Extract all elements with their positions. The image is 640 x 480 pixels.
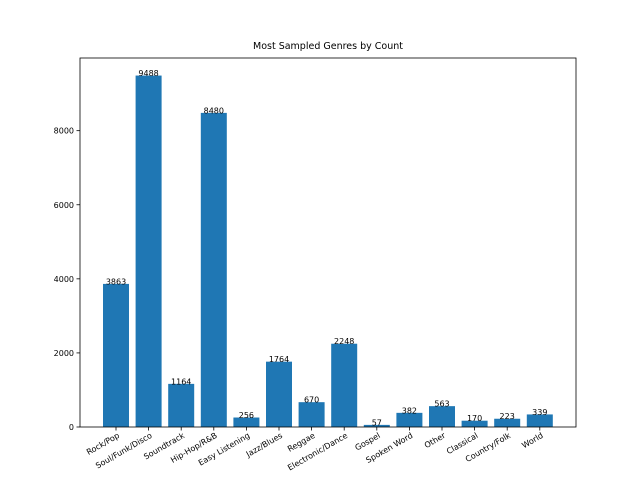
bar-classical [461, 420, 488, 427]
bars-layer: 3863 9488 1164 8480 256 1764 670 2248 57 382 563 17… [103, 69, 553, 427]
y-tick-label: 6000 [54, 201, 74, 210]
data-label-gospel: 57 [372, 418, 382, 427]
chart-title: Most Sampled Genres by Count [253, 41, 403, 52]
bar-country-folk [494, 418, 521, 427]
x-tick-label-soul-funk-disco: Soul/Funk/Disco [94, 431, 154, 471]
data-label-hip-hop-r-b: 8480 [204, 106, 224, 115]
bar-jazz-blues [266, 361, 292, 427]
bar-soundtrack [168, 383, 195, 427]
data-label-soul-funk-disco: 9488 [138, 69, 158, 78]
bar-soul-funk-disco [135, 75, 162, 427]
data-label-world: 339 [532, 408, 547, 417]
data-label-other: 563 [434, 400, 449, 409]
data-label-soundtrack: 1164 [171, 377, 191, 386]
bar-easy-listening [233, 417, 260, 427]
bar-hip-hop-r-b [200, 112, 227, 427]
data-label-country-folk: 223 [500, 412, 515, 421]
data-label-rock-pop: 3863 [106, 277, 126, 286]
data-label-spoken-word: 382 [402, 406, 417, 415]
x-tick-label-world: World [520, 431, 544, 450]
data-label-electronic-dance: 2248 [334, 337, 354, 346]
y-tick-label: 0 [69, 423, 74, 432]
bar-rock-pop [103, 283, 129, 427]
bar-electronic-dance [331, 343, 358, 427]
data-label-jazz-blues: 1764 [269, 355, 289, 364]
data-label-easy-listening: 256 [239, 411, 254, 420]
x-tick-label-other: Other [423, 431, 448, 451]
bar-gospel [363, 424, 390, 427]
plot-frame [79, 57, 577, 428]
x-tick-label-jazz-blues: Jazz/Blues [244, 431, 284, 459]
bar-spoken-word [396, 412, 423, 427]
y-tick-label: 8000 [54, 127, 74, 136]
y-tick-label: 2000 [54, 349, 74, 358]
data-label-reggae: 670 [304, 396, 319, 405]
bar-reggae [298, 402, 325, 427]
bar-other [429, 406, 455, 427]
x-tick-label-electronic-dance: Electronic/Dance [286, 431, 349, 473]
bar-world [526, 414, 553, 427]
y-tick-label: 4000 [54, 275, 74, 284]
data-label-classical: 170 [467, 414, 482, 423]
